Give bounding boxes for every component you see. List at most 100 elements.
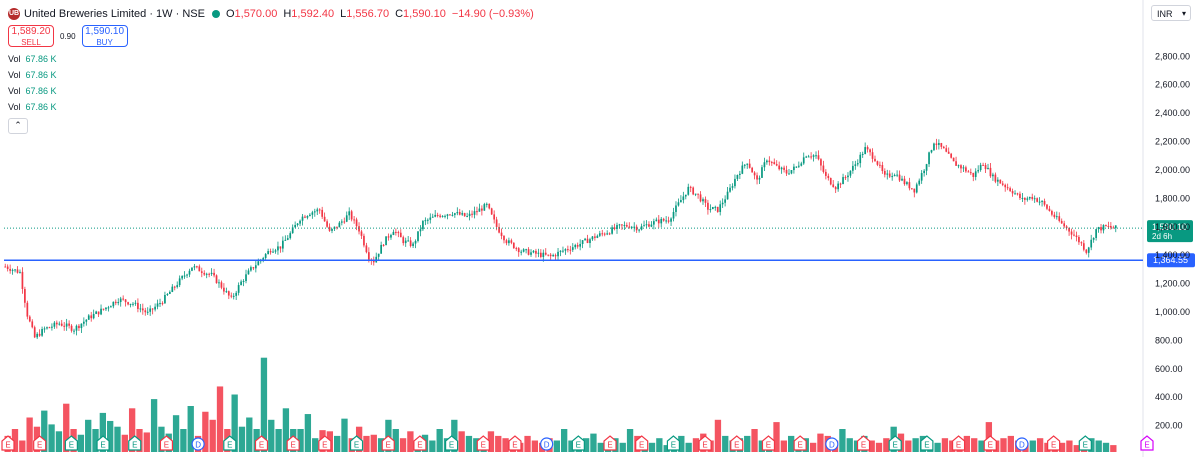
candle-body — [1024, 197, 1026, 200]
candle-body — [847, 175, 849, 178]
candle-body — [734, 178, 736, 187]
candle-body — [466, 216, 468, 218]
candle-body — [871, 152, 874, 159]
symbol-title[interactable]: United Breweries Limited · 1W · NSE — [24, 8, 205, 20]
buy-button[interactable]: 1,590.10 BUY — [81, 25, 128, 47]
volume-bar — [1066, 440, 1073, 452]
candle-body — [252, 267, 255, 269]
event-code: E — [766, 441, 771, 450]
candle-body — [227, 291, 230, 296]
candle-body — [264, 254, 267, 259]
dividend-marker — [540, 437, 554, 451]
candle-body — [446, 214, 449, 216]
candle-body — [881, 165, 884, 172]
candle-body — [955, 161, 957, 166]
collapse-legend-button[interactable]: ⌃ — [8, 118, 28, 134]
sell-button[interactable]: 1,589.20 SELL — [8, 25, 54, 47]
candle-body — [230, 295, 233, 297]
candle-body — [220, 282, 223, 288]
earnings-marker — [666, 435, 680, 451]
candle-body — [515, 248, 518, 250]
candle-body — [16, 269, 19, 273]
candle-body — [933, 143, 935, 151]
candle-body — [920, 173, 923, 181]
volume-bar — [436, 429, 443, 452]
currency-selector[interactable]: INR — [1151, 5, 1191, 22]
sell-label: SELL — [21, 38, 41, 47]
candle-body — [208, 273, 211, 275]
earnings-marker — [793, 435, 807, 451]
candle-body — [640, 226, 643, 230]
candle-body — [839, 183, 842, 185]
candle-body — [279, 246, 282, 249]
volume-bar — [209, 419, 216, 452]
candle-body — [161, 303, 164, 305]
candle-body — [832, 184, 835, 188]
volume-bar — [1073, 445, 1080, 452]
candle-body — [598, 233, 601, 236]
candle-body — [852, 165, 854, 171]
candle-body — [869, 149, 871, 153]
candle-body — [473, 211, 476, 215]
candle-body — [178, 278, 181, 286]
candle-body — [1058, 216, 1061, 221]
candle-body — [539, 252, 542, 257]
candle-body — [1090, 239, 1093, 248]
earnings-marker — [920, 435, 934, 451]
candle-body — [1006, 187, 1009, 189]
event-code: D — [195, 441, 201, 450]
candle-body — [225, 291, 228, 293]
candle-body — [1051, 211, 1053, 215]
volume-row[interactable]: Vol 67.86 K — [8, 99, 540, 115]
event-code: E — [924, 441, 929, 450]
volume-bar — [458, 431, 465, 452]
volume-bar — [626, 429, 634, 452]
volume-bar — [370, 434, 377, 452]
volume-row[interactable]: Vol 67.86 K — [8, 83, 540, 99]
candle-body — [699, 194, 702, 202]
volume-key: Vol — [8, 70, 21, 80]
dividend-marker — [825, 437, 839, 451]
candle-body — [761, 167, 763, 178]
earnings-marker — [1047, 435, 1061, 451]
y-tick-label: 1,200.00 — [1155, 279, 1190, 289]
volume-bar — [941, 438, 949, 452]
volume-bar — [399, 438, 407, 452]
candle-body — [525, 249, 527, 251]
candle-body — [193, 266, 196, 268]
candle-body — [289, 233, 292, 239]
candle-body — [311, 212, 314, 215]
candle-body — [505, 240, 508, 244]
candle-body — [92, 313, 95, 319]
volume-bar — [678, 435, 685, 452]
candle-body — [144, 310, 147, 313]
candle-body — [267, 251, 269, 255]
event-code: E — [5, 441, 10, 450]
candle-body — [495, 219, 498, 227]
candle-body — [689, 186, 692, 188]
candle-body — [198, 266, 201, 272]
candle-body — [304, 216, 306, 218]
candle-body — [36, 333, 39, 338]
candle-body — [350, 211, 353, 220]
candle-body — [807, 156, 810, 158]
candle-body — [4, 266, 7, 268]
candle-body — [802, 157, 805, 164]
candle-body — [837, 183, 839, 190]
candle-body — [485, 203, 488, 205]
candle-body — [232, 295, 235, 297]
candle-body — [286, 238, 289, 240]
candle-body — [834, 187, 837, 190]
candle-body — [468, 213, 471, 217]
candle-body — [974, 171, 977, 177]
candle-body — [291, 227, 294, 234]
volume-bar — [1058, 442, 1066, 452]
volume-row[interactable]: Vol 67.86 K — [8, 67, 540, 83]
volume-bar — [77, 434, 85, 452]
candle-body — [999, 179, 1002, 184]
volume-legend: Vol 67.86 K Vol 67.86 K Vol 67.86 K Vol 67.8… — [8, 51, 540, 115]
candle-body — [124, 299, 127, 303]
volume-row[interactable]: Vol 67.86 K — [8, 51, 540, 67]
